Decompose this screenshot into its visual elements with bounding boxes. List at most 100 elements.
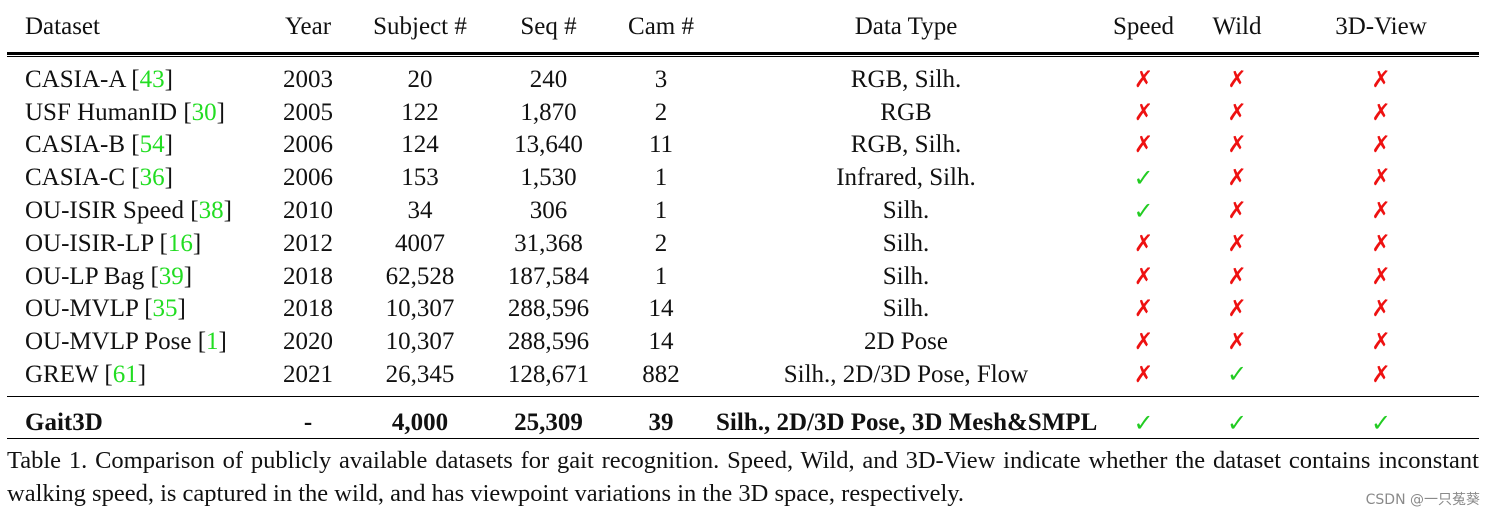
cell-subjects: 4,000 — [391, 409, 449, 437]
cell-cams: 1 — [654, 262, 668, 290]
cell-cams: 882 — [642, 360, 680, 388]
cell-data-type: Infrared, Silh. — [836, 164, 976, 192]
citation-link[interactable]: 43 — [139, 66, 165, 94]
cross-icon: ✗ — [1227, 328, 1247, 355]
cross-icon: ✗ — [1227, 132, 1247, 159]
cell-speed: ✗ — [1096, 64, 1191, 97]
check-icon: ✓ — [1133, 196, 1154, 225]
cell-data-type: Silh., 2D/3D Pose, Flow — [783, 360, 1029, 388]
cell-speed: ✓ — [1096, 195, 1191, 228]
cross-icon: ✗ — [1133, 361, 1154, 388]
cell-wild: ✗ — [1191, 195, 1283, 228]
header-year: Year — [284, 13, 332, 40]
cell-seqs: 288,596 — [507, 327, 590, 355]
cell-subjects: 20 — [407, 66, 433, 94]
top-rule — [7, 52, 1479, 55]
cell-subjects: 4007 — [395, 230, 445, 258]
table-row: OU-ISIR Speed [38] 2010 34 306 1 Silh. ✓ ✗ ✗ — [7, 195, 1479, 228]
cell-year: 2003 — [283, 66, 333, 94]
cross-icon: ✗ — [1227, 67, 1247, 94]
bottom-rule — [7, 438, 1479, 439]
cell-dataset: CASIA-C [36] — [25, 164, 173, 192]
cross-icon: ✗ — [1227, 165, 1247, 192]
cross-icon: ✗ — [1371, 296, 1391, 323]
cell-year: 2020 — [283, 327, 333, 355]
cross-icon: ✗ — [1133, 328, 1154, 355]
cell-3d-view: ✗ — [1283, 162, 1479, 195]
cell-seqs: 187,584 — [507, 262, 590, 290]
cell-dataset: USF HumanID [30] — [25, 98, 225, 126]
dataset-name: OU-LP Bag — [25, 262, 145, 290]
table-body: CASIA-A [43] 2003 20 240 3 RGB, Silh. ✗ ✗ ✗ USF H… — [7, 56, 1479, 391]
cell-seqs: 240 — [529, 66, 568, 94]
cross-icon: ✗ — [1371, 67, 1391, 94]
citation-link[interactable]: 54 — [139, 131, 165, 159]
cell-wild: ✗ — [1191, 228, 1283, 261]
cell-dataset: OU-ISIR Speed [38] — [25, 197, 232, 225]
table-row: CASIA-A [43] 2003 20 240 3 RGB, Silh. ✗ ✗ ✗ — [7, 64, 1479, 97]
cross-icon: ✗ — [1133, 263, 1154, 290]
cell-subjects: 34 — [407, 197, 433, 225]
table-row: OU-ISIR-LP [16] 2012 4007 31,368 2 Silh. ✗ ✗ ✗ — [7, 228, 1479, 261]
cell-dataset: OU-MVLP [35] — [25, 295, 186, 323]
cell-cams: 14 — [648, 327, 674, 355]
cell-subjects: 10,307 — [385, 327, 455, 355]
cell-dataset-ours: Gait3D — [25, 409, 103, 437]
header-rule — [7, 56, 1479, 57]
cell-speed: ✗ — [1096, 260, 1191, 293]
cell-dataset: OU-MVLP Pose [1] — [25, 327, 227, 355]
header-subject: Subject # — [373, 13, 467, 40]
table-row-ours: Gait3D - 4,000 25,309 39 Silh., 2D/3D Po… — [7, 401, 1479, 445]
dataset-name: OU-MVLP Pose — [25, 327, 192, 355]
dataset-name: CASIA-B — [25, 131, 126, 159]
citation-link[interactable]: 36 — [139, 164, 165, 192]
cell-data-type: Silh. — [882, 230, 930, 258]
table-row: OU-LP Bag [39] 2018 62,528 187,584 1 Silh. ✗ ✗ ✗ — [7, 260, 1479, 293]
citation-link[interactable]: 35 — [152, 295, 178, 323]
cross-icon: ✗ — [1133, 99, 1154, 126]
cross-icon: ✗ — [1133, 132, 1154, 159]
cell-cams: 2 — [654, 98, 668, 126]
cell-subjects: 122 — [401, 98, 439, 126]
cell-dataset: CASIA-B [54] — [25, 131, 173, 159]
citation-link[interactable]: 30 — [191, 98, 217, 126]
cell-speed: ✗ — [1096, 326, 1191, 359]
cross-icon: ✗ — [1227, 198, 1247, 225]
cell-data-type: 2D Pose — [863, 327, 949, 355]
check-icon: ✓ — [1133, 163, 1154, 192]
cross-icon: ✗ — [1227, 99, 1247, 126]
cell-wild: ✓ — [1191, 401, 1283, 445]
cell-year: 2021 — [283, 360, 333, 388]
cell-speed: ✗ — [1096, 358, 1191, 391]
citation-link[interactable]: 1 — [206, 327, 219, 355]
dataset-name: CASIA-C — [25, 164, 126, 192]
cross-icon: ✗ — [1371, 132, 1391, 159]
cell-data-type: Silh. — [882, 295, 930, 323]
cell-3d-view: ✗ — [1283, 326, 1479, 359]
cross-icon: ✗ — [1133, 67, 1154, 94]
cell-speed: ✗ — [1096, 97, 1191, 130]
cell-subjects: 10,307 — [385, 295, 455, 323]
cell-data-type: Silh., 2D/3D Pose, 3D Mesh&SMPL — [716, 409, 1098, 437]
cell-seqs: 31,368 — [514, 230, 583, 258]
cell-speed: ✗ — [1096, 293, 1191, 326]
citation-link[interactable]: 39 — [158, 262, 184, 290]
dataset-name: OU-ISIR Speed — [25, 197, 185, 225]
check-icon: ✓ — [1226, 408, 1248, 437]
cross-icon: ✗ — [1227, 296, 1247, 323]
dataset-name: CASIA-A — [25, 66, 126, 94]
cell-data-type: RGB, Silh. — [850, 131, 962, 159]
cross-icon: ✗ — [1133, 231, 1154, 258]
citation-link[interactable]: 61 — [112, 360, 138, 388]
citation-link[interactable]: 16 — [167, 230, 193, 258]
cell-wild: ✓ — [1191, 358, 1283, 391]
cell-speed: ✗ — [1096, 129, 1191, 162]
header-seq: Seq # — [520, 13, 577, 40]
cell-cams: 1 — [654, 164, 668, 192]
cell-wild: ✗ — [1191, 260, 1283, 293]
cell-dataset: CASIA-A [43] — [25, 66, 173, 94]
citation-link[interactable]: 38 — [198, 197, 224, 225]
cell-3d-view: ✗ — [1283, 293, 1479, 326]
cell-data-type: RGB — [880, 98, 932, 126]
cell-wild: ✗ — [1191, 162, 1283, 195]
